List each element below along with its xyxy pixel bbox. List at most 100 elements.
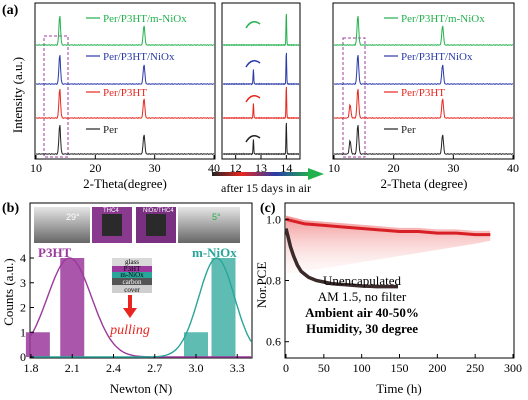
c-y-tick-label-2: 1.0	[266, 212, 281, 226]
bar-m-niox-0	[184, 332, 208, 357]
stack-layer-glass	[112, 258, 152, 266]
xrd-curve-per-p3ht	[222, 86, 300, 120]
b-y-tick-label-2: 2	[20, 301, 26, 315]
c-x-tick-label-2: 100	[353, 361, 371, 375]
panel-b: 29° THC4 NiOx/THC4 5° glassP3HTm-NiOxcar…	[1, 202, 253, 396]
xrd-curve-per-p3ht	[35, 88, 215, 120]
pulling-label: pulling	[109, 323, 150, 338]
xrd-curve-per-p3ht-niox	[333, 54, 514, 85]
xrd-curve-per-p3ht-m-niox	[222, 13, 300, 47]
zoom-trend-arrow-2	[245, 95, 261, 103]
panel-label-a: (a)	[2, 3, 19, 18]
b-ylabel: Counts (a.u.)	[1, 258, 16, 326]
xrd-curve-per	[333, 124, 514, 155]
stack-layer-p3ht	[112, 266, 152, 272]
c-y-tick-label-0: 0.6	[266, 335, 281, 349]
pulling-arrow-head	[123, 308, 137, 318]
xrd-curve-per-p3ht-m-niox	[333, 15, 514, 46]
a-right-frame	[332, 2, 515, 160]
x-tick-label-2: 14	[280, 161, 292, 175]
x-tick-label-1: 20	[89, 161, 101, 175]
aging-arrow-bar	[212, 172, 310, 176]
photo-sample-1-film	[102, 214, 122, 236]
photo-label-3: NiOx/THC4	[143, 208, 174, 214]
b-y-tick-label-3: 3	[20, 276, 26, 290]
stack-label-2: m-NiOx	[120, 271, 144, 279]
c-ylabel: Nor.PCE	[254, 262, 269, 309]
panel-a-left: Per/P3HT/m-NiOxPer/P3HT/NiOxPer/P3HTPer …	[10, 2, 220, 191]
legend-text-1: Per/P3HT/NiOx	[401, 51, 473, 63]
b-x-tick-label-4: 3.0	[189, 361, 204, 375]
legend-text-2: Per/P3HT	[401, 87, 445, 99]
c-note-line-1: AM 1.5, no filter	[318, 289, 407, 304]
panel-a-zoom: 12 13 14	[221, 2, 301, 175]
x-tick-label-2: 30	[149, 161, 161, 175]
pulling-arrow-shaft	[128, 295, 132, 309]
panel-a-right: Per/P3HT/m-NiOxPer/P3HT/NiOxPer/P3HTPer …	[328, 2, 519, 191]
b-y-tick-label-4: 4	[20, 251, 26, 265]
a-zoom-frame	[221, 2, 301, 160]
b-y-tick-label-1: 1	[20, 325, 26, 339]
b-frame	[29, 202, 253, 359]
label-p3ht: P3HT	[38, 245, 72, 260]
b-y-tick-label-0: 0	[20, 350, 26, 364]
x-tick-label-1: 20	[388, 161, 400, 175]
panel-label-c: (c)	[260, 201, 276, 216]
xrd-curve-per-p3ht-niox	[222, 52, 300, 86]
photo-mniox-angle	[178, 207, 240, 243]
c-x-tick-label-0: 0	[283, 361, 289, 375]
xrd-curve-per-p3ht	[333, 88, 514, 119]
b-x-tick-label-3: 2.7	[147, 361, 162, 375]
stack-layer-mniox	[112, 272, 152, 278]
a-right-xlabel: 2-Theta (degree)	[381, 176, 468, 191]
legend-text-0: Per/P3HT/m-NiOx	[103, 13, 187, 25]
legend-text-2: Per/P3HT	[103, 87, 147, 99]
stack-layer-carbon	[112, 278, 152, 285]
photo-p3ht-angle	[34, 207, 90, 243]
stack-label-4: cover	[124, 286, 140, 294]
legend-text-3: Per	[401, 124, 416, 136]
b-x-tick-label-0: 1.8	[24, 361, 39, 375]
bar-p3ht-0	[25, 332, 50, 357]
photo-label-2: THC4	[103, 208, 119, 214]
label-mniox: m-NiOx	[192, 245, 237, 260]
aging-arrow-label: after 15 days in air	[221, 181, 311, 195]
c-x-tick-label-4: 200	[428, 361, 446, 375]
xrd-curve-per-p3ht-m-niox	[35, 15, 215, 47]
legend-text-1: Per/P3HT/NiOx	[103, 51, 175, 63]
photo-label-1: 29°	[66, 212, 80, 222]
photo-sample-2-film	[146, 214, 166, 236]
xrd-curve-per	[222, 122, 300, 156]
c-x-tick-label-5: 250	[466, 361, 484, 375]
stack-layer-cover	[112, 285, 152, 293]
stack-label-3: carbon	[122, 278, 142, 286]
c-note-line-3: Humidity, 30 degree	[306, 321, 418, 336]
a-right-highlight-box	[342, 37, 366, 158]
c-note-line-2: Ambient air 40-50%	[305, 305, 419, 320]
xrd-curve-per	[35, 124, 215, 156]
a-left-ylabel: Intensity (a.u.)	[10, 57, 25, 133]
aging-arrow-head	[308, 168, 324, 180]
a-left-frame	[34, 2, 216, 160]
mniox-error-band	[286, 215, 491, 275]
series-p3ht	[284, 228, 398, 289]
legend-text-3: Per	[103, 124, 118, 136]
bar-m-niox-1	[211, 258, 236, 357]
b-xlabel: Newton (N)	[110, 381, 172, 396]
x-tick-label-2: 30	[447, 161, 459, 175]
fit-curve-mniox	[31, 257, 252, 358]
zoom-trend-arrow-0	[245, 21, 261, 29]
stack-label-1: P3HT	[124, 265, 141, 273]
c-x-tick-label-1: 50	[318, 361, 330, 375]
a-left-xlabel: 2-Theta(degree)	[83, 176, 167, 191]
b-x-tick-label-2: 2.4	[106, 361, 121, 375]
c-x-tick-label-6: 300	[504, 361, 522, 375]
x-tick-label-0: 10	[30, 161, 42, 175]
x-tick-label-3: 40	[208, 161, 220, 175]
c-x-tick-label-3: 150	[391, 361, 409, 375]
photo-label-4: 5°	[212, 212, 221, 222]
bar-p3ht-1	[60, 258, 85, 357]
legend-text-0: Per/P3HT/m-NiOx	[401, 13, 485, 25]
